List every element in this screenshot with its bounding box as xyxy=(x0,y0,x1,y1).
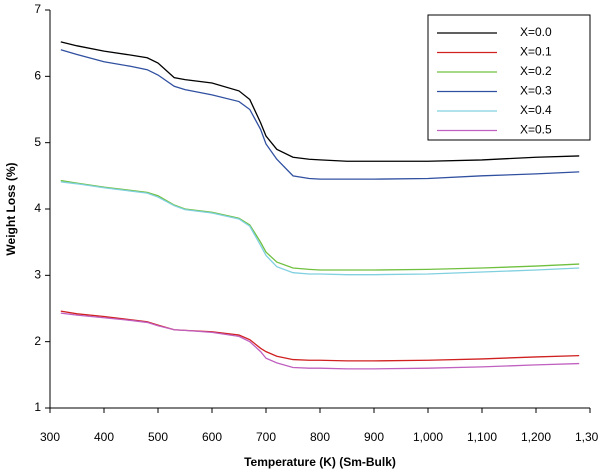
x-tick-label: 700 xyxy=(256,430,276,444)
x-tick-label: 400 xyxy=(94,430,114,444)
x-tick-label: 800 xyxy=(310,430,330,444)
legend-box xyxy=(427,14,591,141)
x-tick-label: 1,100 xyxy=(467,430,497,444)
legend-label: X=0.0 xyxy=(520,25,552,39)
legend-label: X=0.1 xyxy=(520,45,552,59)
legend-label: X=0.2 xyxy=(520,64,552,78)
y-tick-label: 6 xyxy=(34,69,41,83)
legend-label: X=0.4 xyxy=(520,103,552,117)
legend-label: X=0.5 xyxy=(520,123,552,137)
y-tick-label: 1 xyxy=(34,400,41,414)
y-tick-label: 3 xyxy=(34,268,41,282)
series-line xyxy=(60,310,580,362)
y-tick-label: 2 xyxy=(34,334,41,348)
y-axis-label: Weight Loss (%) xyxy=(4,162,18,255)
x-tick-label: 1,300 xyxy=(575,430,598,444)
series-line xyxy=(60,41,580,162)
x-tick-label: 300 xyxy=(40,430,60,444)
series-line xyxy=(60,179,580,271)
y-tick-label: 4 xyxy=(34,201,41,215)
x-axis-label: Temperature (K) (Sm-Bulk) xyxy=(244,455,396,469)
legend-label: X=0.3 xyxy=(520,84,552,98)
x-tick-label: 500 xyxy=(148,430,168,444)
y-tick-label: 5 xyxy=(34,135,41,149)
series-line xyxy=(60,49,580,180)
series-line xyxy=(60,312,580,370)
y-tick-label: 7 xyxy=(34,2,41,16)
x-tick-label: 900 xyxy=(364,430,384,444)
x-tick-label: 1,200 xyxy=(521,430,551,444)
x-tick-label: 600 xyxy=(202,430,222,444)
x-tick-label: 1,000 xyxy=(413,430,443,444)
series-line xyxy=(60,181,580,276)
